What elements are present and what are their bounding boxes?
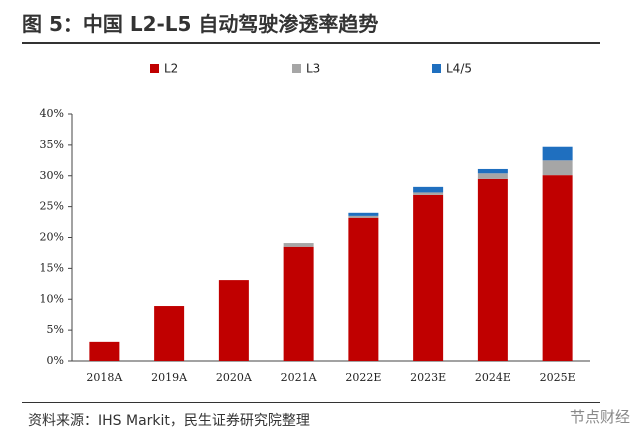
x-tick-label: 2024E (475, 371, 511, 384)
leg: L3 (306, 62, 320, 76)
bar-segment (477, 173, 508, 179)
x-tick-label: 2020A (216, 371, 253, 384)
y-tick-label: 25% (40, 200, 64, 213)
x-tick-label: 2019A (151, 371, 188, 384)
legend-swatch (292, 64, 301, 73)
bar-segment (542, 175, 573, 361)
chart: 0% 5% 10% 15% 20% 25% 30% 35% 40% L2 L3 L4/5 2018A 20… (40, 62, 590, 384)
source-note: 资料来源：IHS Markit，民生证券研究院整理 (28, 413, 310, 429)
bar-segment (542, 146, 573, 161)
source-rule (22, 402, 600, 403)
bar-segment (542, 160, 573, 176)
x-tick-label: 2023E (410, 371, 446, 384)
x-tick-label: 2022E (345, 371, 381, 384)
chart-title: 图 5：中国 L2-L5 自动驾驶渗透率趋势 (22, 12, 379, 36)
legend-swatch (432, 64, 441, 73)
x-tick-label: 2021A (281, 371, 318, 384)
y-tick-label: 10% (40, 292, 64, 305)
y-tick-label: 5% (47, 323, 64, 336)
bar-segment (477, 178, 508, 361)
bar-segment (413, 192, 444, 195)
x-tick-label: 2018A (86, 371, 123, 384)
y-tick-label: 40% (40, 107, 64, 120)
bar-segment (283, 246, 314, 361)
legend-swatch (150, 64, 159, 73)
y-tick-label: 0% (47, 354, 64, 367)
bar-segment (413, 194, 444, 361)
bar-segment (218, 280, 249, 361)
bar-segment (154, 306, 185, 361)
leg: L2 (164, 62, 178, 76)
y-tick-label: 15% (40, 261, 64, 274)
leg: L4/5 (446, 62, 472, 76)
bar-segment (89, 341, 120, 361)
bar-segment (348, 217, 379, 361)
x-tick-label: 2025E (540, 371, 576, 384)
bar-segment (283, 243, 314, 247)
bar-segment (348, 212, 379, 216)
bar-segment (348, 215, 379, 218)
watermark: 节点财经 (569, 408, 630, 426)
title-rule (22, 42, 600, 44)
y-tick-label: 35% (40, 138, 64, 151)
bar-segment (477, 168, 508, 174)
y-tick-label: 30% (40, 169, 64, 182)
bar-segment (413, 186, 444, 193)
y-tick-label: 20% (40, 231, 64, 244)
